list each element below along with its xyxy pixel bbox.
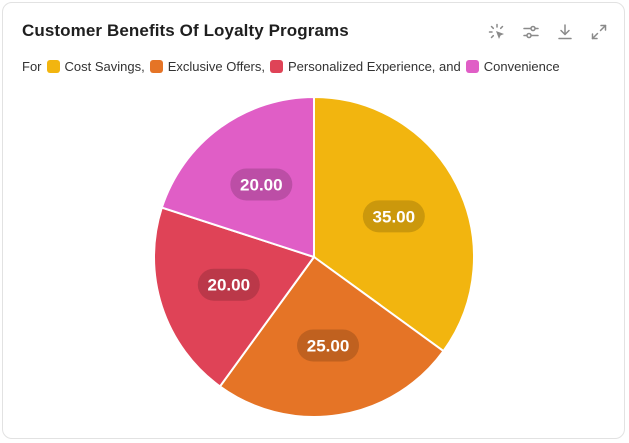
- data-label-convenience: 20.00: [240, 176, 283, 195]
- select-icon[interactable]: [486, 21, 508, 43]
- pie-slice-personalized-experience[interactable]: [153, 206, 316, 388]
- legend-item-exclusive-offers[interactable]: Exclusive Offers,: [149, 59, 265, 74]
- legend-label: Personalized Experience, and: [288, 59, 461, 74]
- pie-slice-exclusive-offers[interactable]: [218, 255, 445, 418]
- expand-icon[interactable]: [588, 21, 610, 43]
- chart-title: Customer Benefits Of Loyalty Programs: [22, 21, 349, 40]
- legend-item-cost-savings[interactable]: Cost Savings,: [46, 59, 145, 74]
- legend-swatch: [149, 60, 163, 73]
- data-label-background: [362, 200, 425, 233]
- data-label-background: [230, 168, 293, 201]
- data-label-background: [197, 268, 260, 301]
- data-label-cost-savings: 35.00: [373, 207, 416, 226]
- legend-label: Convenience: [483, 59, 560, 74]
- legend-swatch: [46, 60, 60, 73]
- pie-slice-cost-savings[interactable]: [313, 95, 475, 353]
- legend-item-personalized-experience[interactable]: Personalized Experience, and: [270, 59, 461, 74]
- chart-toolbar: [486, 21, 610, 43]
- legend-swatch: [465, 60, 479, 73]
- legend-label: Cost Savings,: [64, 59, 145, 74]
- legend-label: Exclusive Offers,: [167, 59, 265, 74]
- legend-item-convenience[interactable]: Convenience: [465, 59, 560, 74]
- download-icon[interactable]: [554, 21, 576, 43]
- legend-swatch: [270, 60, 283, 73]
- chart-legend: For Cost Savings, Exclusive Offers, Pers…: [22, 59, 565, 74]
- data-label-exclusive-offers: 25.00: [307, 336, 350, 355]
- data-label-background: [297, 329, 360, 362]
- pie-slice-convenience[interactable]: [160, 95, 315, 259]
- legend-prefix: For: [22, 59, 42, 74]
- filter-settings-icon[interactable]: [520, 21, 542, 43]
- data-label-personalized-experience: 20.00: [208, 276, 251, 295]
